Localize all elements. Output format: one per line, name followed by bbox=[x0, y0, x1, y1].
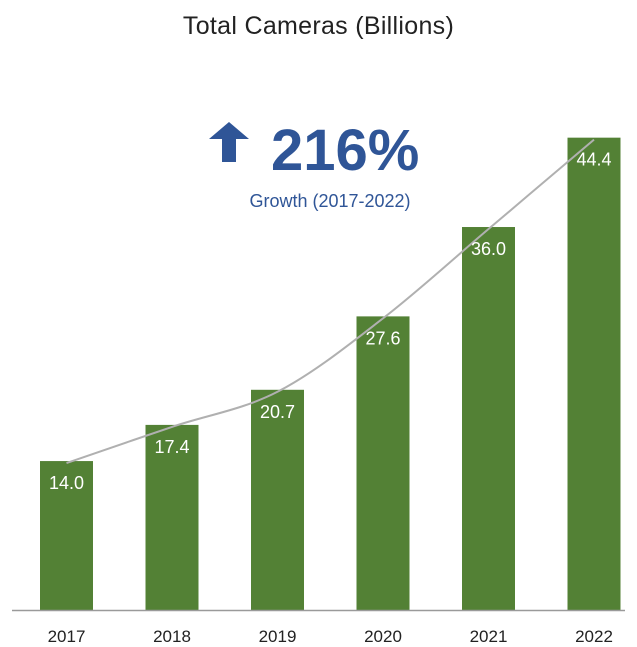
x-tick-label: 2018 bbox=[153, 627, 191, 646]
bar-2021 bbox=[462, 227, 515, 610]
bar-labels-group: 14.0 17.4 20.7 27.6 36.0 44.4 bbox=[49, 150, 612, 493]
x-tick-label: 2017 bbox=[48, 627, 86, 646]
bar-value-label: 20.7 bbox=[260, 402, 295, 422]
chart-title: Total Cameras (Billions) bbox=[182, 12, 455, 40]
x-tick-labels: 2017 2018 2019 2020 2021 2022 bbox=[48, 627, 613, 646]
bar-value-label: 14.0 bbox=[49, 473, 84, 493]
bar-value-label: 27.6 bbox=[365, 328, 400, 348]
x-tick-label: 2020 bbox=[364, 627, 402, 646]
bar-value-label: 17.4 bbox=[154, 437, 189, 457]
growth-annotation: 216% Growth (2017-2022) bbox=[209, 118, 419, 211]
bar-2019 bbox=[251, 389, 304, 610]
bar-2017 bbox=[40, 461, 93, 610]
x-tick-label: 2021 bbox=[470, 627, 508, 646]
bar-2020 bbox=[356, 316, 410, 610]
up-arrow-icon bbox=[209, 122, 249, 162]
bar-2018 bbox=[145, 424, 199, 610]
trend-line bbox=[66, 138, 595, 465]
bar-value-label: 36.0 bbox=[471, 239, 506, 259]
x-tick-label: 2022 bbox=[575, 627, 613, 646]
growth-value: 216% bbox=[271, 118, 419, 183]
growth-caption: Growth (2017-2022) bbox=[249, 191, 410, 211]
bar-2022 bbox=[567, 137, 621, 610]
bars-group bbox=[40, 137, 621, 610]
bar-value-label: 44.4 bbox=[576, 150, 611, 170]
x-tick-label: 2019 bbox=[259, 627, 297, 646]
